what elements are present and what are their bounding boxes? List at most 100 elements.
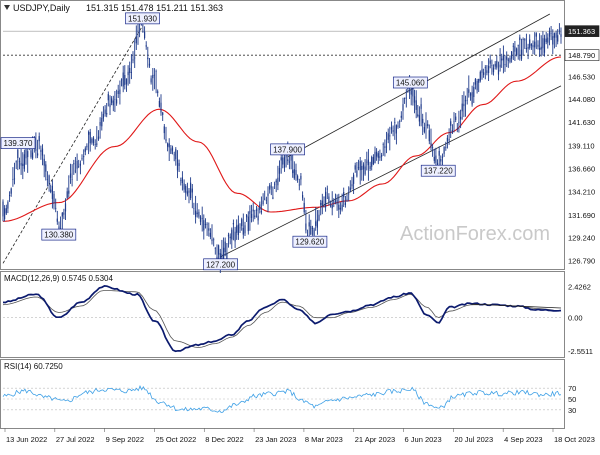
candle-body (292, 170, 294, 174)
price-annotation-box (392, 76, 428, 89)
x-axis-label: 8 Dec 2022 (205, 435, 243, 444)
candle-body (135, 36, 137, 44)
candle-body (188, 190, 190, 193)
candle-body (326, 188, 328, 190)
macd-trendline (471, 303, 562, 309)
candle-body (522, 39, 524, 40)
candle-body (534, 41, 536, 48)
price-annotation-label: 151.930 (128, 14, 157, 23)
candle-body (112, 100, 114, 106)
price-tick-label: 139.110 (568, 142, 595, 151)
candle-body (460, 116, 462, 120)
candle-body (298, 184, 300, 186)
candle-body (496, 60, 498, 68)
candle-body (55, 207, 57, 209)
candle-body (390, 127, 393, 130)
candle-body (264, 198, 266, 200)
macd-tick-label: 2.4262 (568, 282, 591, 291)
candle-body (402, 104, 404, 111)
macd-signal-line (2, 290, 562, 348)
candle-body (349, 187, 351, 191)
candle-body (204, 224, 207, 225)
macd-line (2, 285, 562, 353)
candle-body (68, 190, 70, 194)
candle-body (9, 195, 11, 196)
candle-body (89, 131, 91, 144)
candle-body (181, 177, 183, 183)
candle-body (474, 79, 476, 85)
candle-body (516, 48, 518, 56)
candle-body (499, 64, 501, 68)
candle-body (61, 212, 63, 217)
candle-body (71, 179, 73, 180)
candle-body (241, 219, 243, 227)
candle-body (278, 168, 281, 174)
candle-body (97, 136, 100, 140)
x-axis-label: 6 Jun 2023 (405, 435, 442, 444)
candle-body (102, 113, 104, 119)
candle-body (109, 103, 111, 108)
candle-body (311, 227, 314, 229)
candle-body (376, 151, 378, 157)
candle-body (343, 192, 345, 198)
candle-body (137, 30, 139, 32)
candle-body (12, 179, 14, 180)
candle-body (275, 180, 277, 183)
x-axis-label: 21 Apr 2023 (355, 435, 395, 444)
candle-body (333, 201, 335, 203)
candle-body (38, 136, 40, 142)
price-tick-label: 144.080 (568, 95, 595, 104)
candle-body (69, 173, 72, 178)
candle-body (272, 197, 274, 199)
candle-body (35, 149, 37, 151)
candle-body (257, 215, 259, 221)
candle-body (430, 142, 432, 148)
watermark: ActionForex.com (400, 223, 550, 245)
candle-body (532, 45, 534, 48)
candle-body (407, 88, 409, 89)
candle-body (91, 138, 93, 143)
candle-body (73, 163, 75, 165)
candle-body (213, 239, 215, 241)
candle-body (130, 72, 132, 73)
candle-body (339, 207, 341, 210)
candle-body (443, 146, 445, 154)
candle-body (514, 46, 516, 52)
candle-body (295, 170, 297, 176)
candle-body (265, 200, 267, 201)
candle-body (17, 149, 19, 158)
channel-line (220, 85, 562, 258)
candle-body (328, 196, 330, 202)
candle-body (486, 70, 488, 73)
candle-body (334, 200, 337, 202)
candle-body (438, 151, 440, 156)
candle-body (50, 189, 52, 192)
candle-body (79, 163, 81, 166)
candle-body (160, 102, 162, 113)
candle-body (377, 153, 379, 158)
candle-body (483, 72, 485, 75)
candle-body (199, 216, 202, 222)
candle-body (234, 231, 236, 242)
macd-panel-frame (0, 271, 565, 358)
candle-body (458, 121, 460, 123)
candle-body (96, 143, 98, 145)
candle-body (134, 57, 136, 59)
candle-body (348, 193, 350, 195)
candle-body (344, 202, 346, 205)
candle-body (252, 209, 254, 212)
candle-body (250, 214, 253, 218)
rsi-panel-frame (0, 359, 565, 429)
candle-body (142, 31, 144, 33)
x-axis-label: 25 Oct 2022 (155, 435, 196, 444)
candle-body (425, 124, 427, 126)
candle-body (63, 212, 65, 215)
candle-body (387, 133, 389, 140)
candle-body (384, 146, 386, 148)
x-axis-label: 23 Jan 2023 (255, 435, 296, 444)
candle-body (400, 115, 402, 118)
candle-body (529, 39, 531, 48)
x-axis-label: 18 Oct 2023 (554, 435, 595, 444)
candle-body (338, 204, 340, 210)
candle-body (86, 145, 88, 148)
